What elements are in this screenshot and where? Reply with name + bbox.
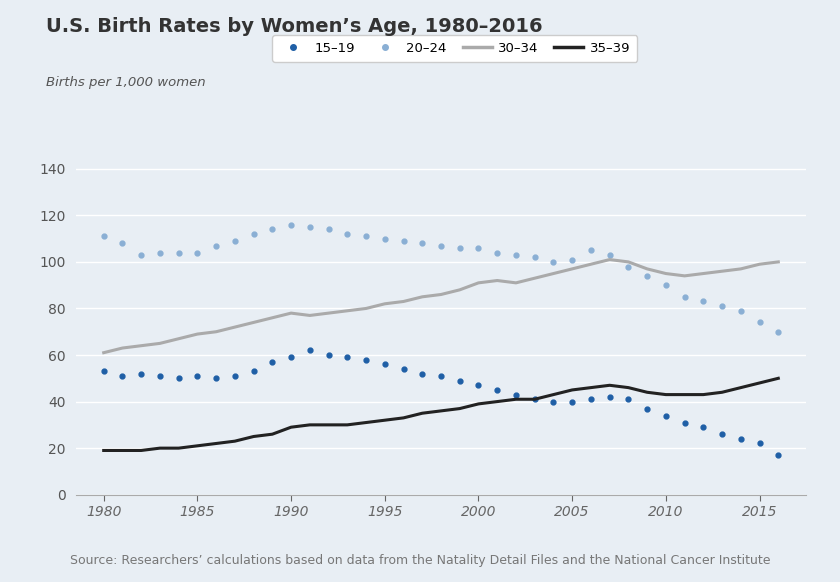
Text: Source: Researchers’ calculations based on data from the Natality Detail Files a: Source: Researchers’ calculations based … bbox=[70, 555, 770, 567]
Text: Births per 1,000 women: Births per 1,000 women bbox=[46, 76, 206, 89]
Legend: 15–19, 20–24, 30–34, 35–39: 15–19, 20–24, 30–34, 35–39 bbox=[272, 36, 638, 62]
Text: U.S. Birth Rates by Women’s Age, 1980–2016: U.S. Birth Rates by Women’s Age, 1980–20… bbox=[46, 17, 543, 37]
